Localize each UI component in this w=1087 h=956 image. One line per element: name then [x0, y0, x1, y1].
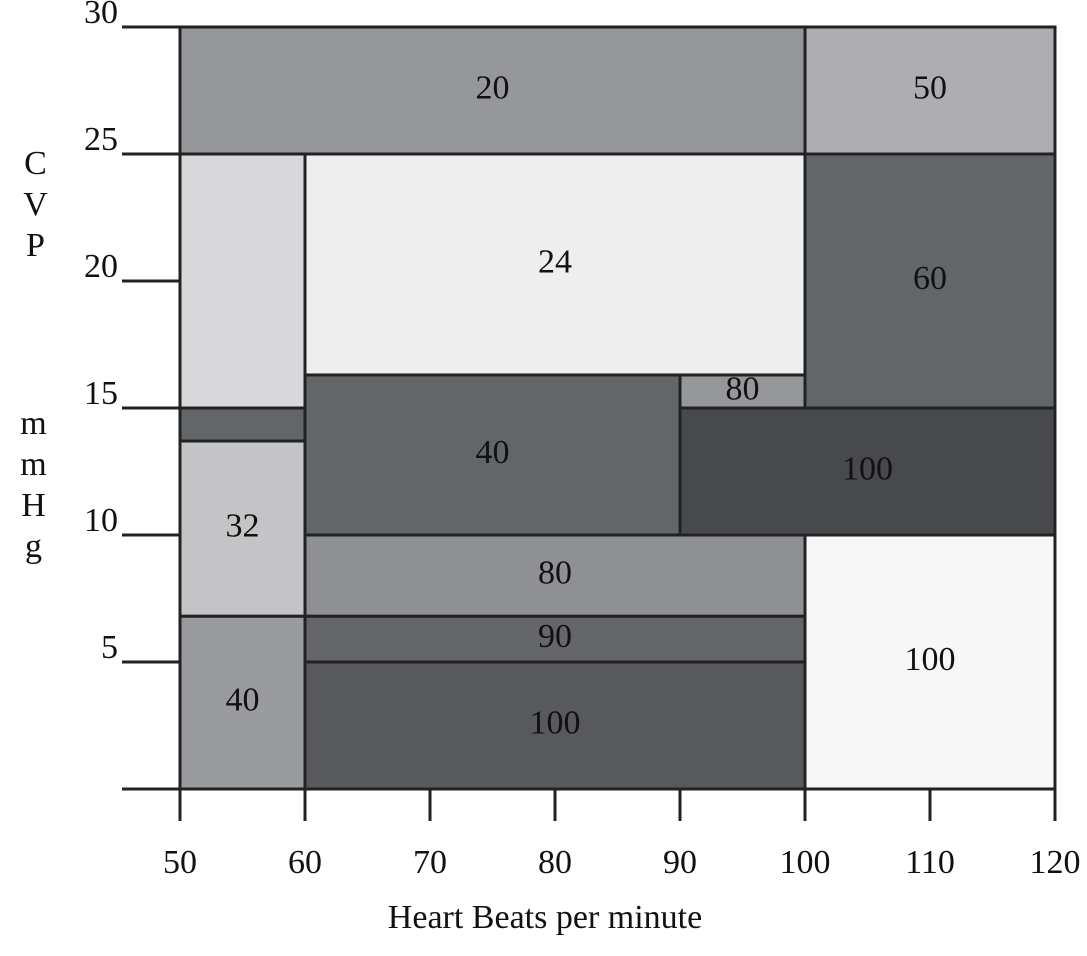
value-label: 100 [842, 450, 893, 487]
value-label: 60 [913, 260, 947, 297]
x-axis-title: Heart Beats per minute [388, 899, 702, 936]
regions: 20 50 24 60 80 40 100 32 80 100 40 90 100 [178, 25, 1057, 791]
x-tick-label: 90 [663, 844, 697, 881]
region [803, 25, 1057, 156]
y-tick-label: 20 [84, 248, 118, 285]
x-tick-label: 100 [780, 844, 831, 881]
value-label: 24 [538, 243, 572, 280]
value-label: 40 [476, 434, 510, 471]
region [178, 439, 307, 618]
region [303, 152, 807, 377]
value-label: 50 [913, 69, 947, 106]
y-tick-label: 30 [84, 0, 118, 31]
value-label: 80 [538, 554, 572, 591]
x-tick-label: 50 [163, 844, 197, 881]
value-label: 80 [726, 370, 760, 407]
x-tick-label: 70 [413, 844, 447, 881]
y-axis-title: mmHg [15, 405, 52, 569]
x-tick-label: 110 [905, 844, 955, 881]
value-label: 90 [538, 618, 572, 655]
region [803, 533, 1057, 791]
region [178, 406, 307, 443]
y-tick-label: 10 [84, 502, 118, 539]
value-label: 100 [530, 704, 581, 741]
region [178, 25, 807, 156]
x-tick-label: 120 [1030, 844, 1081, 881]
y-tick-label: 15 [84, 375, 118, 412]
value-label: 40 [226, 681, 260, 718]
region [178, 152, 307, 410]
x-tick-label: 60 [288, 844, 322, 881]
region [803, 152, 1057, 410]
y-tick-label: 5 [101, 629, 118, 666]
value-label: 20 [476, 69, 510, 106]
x-tick-label: 80 [538, 844, 572, 881]
region [303, 614, 807, 664]
axes: 50 60 70 80 90 100 110 120 5 10 15 20 25 30 [84, 0, 1081, 881]
region [303, 373, 682, 537]
y-axis-title: CVP [17, 145, 54, 268]
y-tick-label: 25 [84, 121, 118, 158]
value-label: 100 [905, 641, 956, 678]
value-label: 32 [226, 507, 260, 544]
